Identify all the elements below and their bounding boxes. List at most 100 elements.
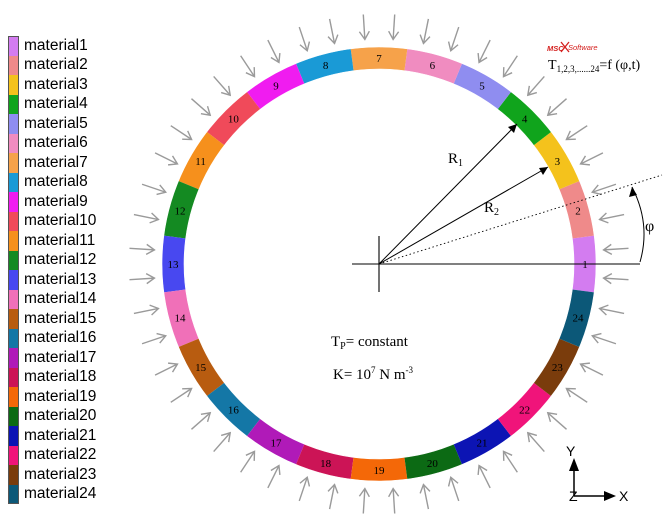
pressure-arrow (213, 431, 232, 452)
ring-segment-label: 23 (552, 362, 564, 374)
pressure-arrow (267, 464, 281, 489)
legend-label: material19 (24, 387, 97, 405)
pressure-arrow (590, 332, 617, 345)
legend-item: material24 (8, 484, 168, 504)
legend-item: material14 (8, 289, 168, 309)
legend-label: material22 (24, 446, 97, 464)
legend-item: material5 (8, 114, 168, 134)
legend-label: material12 (24, 251, 97, 269)
pressure-arrow (602, 273, 629, 285)
legend-swatch (8, 133, 19, 153)
axis-z-label: Z (569, 488, 578, 504)
ring-segment (453, 418, 512, 465)
legend-item: material23 (8, 465, 168, 485)
ring-segment (533, 338, 580, 397)
legend-swatch (8, 289, 19, 309)
ring-segment (404, 48, 463, 84)
legend-swatch (8, 426, 19, 446)
pressure-arrow (590, 183, 617, 196)
pressure-arrow (598, 212, 625, 224)
legend-item: material21 (8, 426, 168, 446)
legend-swatch (8, 465, 19, 485)
legend-label: material11 (24, 231, 96, 249)
ring-segment (163, 180, 199, 239)
pressure-arrow (191, 411, 212, 430)
msc-software-logo: MSC Software (547, 41, 598, 53)
legend-swatch (8, 211, 19, 231)
pressure-arrow (129, 273, 156, 285)
radius-r2-arrowhead (539, 167, 548, 175)
legend-swatch (8, 328, 19, 348)
ring-segment-label: 6 (430, 60, 436, 72)
tp-constant-label: TP= constant (331, 334, 409, 352)
pressure-arrow (327, 18, 339, 45)
axis-y-label: Y (566, 443, 576, 459)
legend-label: material2 (24, 56, 88, 74)
legend-swatch (8, 387, 19, 407)
legend-label: material24 (24, 485, 97, 503)
pressure-arrow (447, 475, 460, 502)
pressure-arrow (240, 450, 256, 473)
r1-label: R1 (448, 151, 463, 169)
legend-item: material10 (8, 211, 168, 231)
ring-segment (206, 382, 261, 437)
pressure-arrow (546, 411, 567, 430)
ring-segment (497, 382, 552, 437)
legend-label: material6 (24, 134, 88, 152)
legend-swatch (8, 445, 19, 465)
ring-segment-label: 19 (374, 465, 386, 477)
legend-item: material20 (8, 406, 168, 426)
ring-segment (350, 457, 408, 481)
pressure-arrow (129, 243, 156, 255)
pressure-arrow (419, 18, 431, 45)
pressure-arrow (546, 98, 567, 117)
legend-swatch (8, 484, 19, 504)
ring-segment-label: 20 (427, 458, 439, 470)
legend-item: material2 (8, 55, 168, 75)
ring-segment (246, 418, 305, 465)
phi-angle-arc (631, 186, 645, 263)
legend-item: material16 (8, 328, 168, 348)
legend-label: material16 (24, 329, 97, 347)
legend-swatch (8, 172, 19, 192)
legend-label: material3 (24, 75, 88, 93)
ring-segment-label: 21 (477, 437, 488, 449)
phi-arc-arrowhead (629, 187, 637, 197)
legend-item: material9 (8, 192, 168, 212)
legend-swatch (8, 270, 19, 290)
pressure-arrow (170, 125, 193, 141)
axis-x-label: X (619, 488, 629, 504)
pressure-arrow (154, 152, 179, 166)
ring-segment (246, 63, 305, 110)
legend-label: material1 (24, 36, 88, 54)
pressure-arrow (419, 483, 431, 510)
ring-segment-label: 2 (575, 206, 581, 218)
ring-segment (178, 338, 225, 397)
ring-segment-label: 3 (555, 156, 561, 168)
pressure-arrow (565, 125, 588, 141)
ring-segment (295, 48, 354, 84)
ring-segment-label: 24 (572, 312, 584, 324)
legend-item: material19 (8, 387, 168, 407)
ring-segment (453, 63, 512, 110)
ring-segment-label: 18 (320, 458, 332, 470)
ring-segment-label: 13 (168, 259, 180, 271)
coordinate-triad: Y Z X (566, 443, 629, 504)
legend-label: material20 (24, 407, 97, 425)
legend-label: material17 (24, 348, 97, 366)
ring-segment-label: 10 (228, 113, 240, 125)
pressure-arrow (526, 76, 545, 97)
ring-segment-label: 17 (271, 437, 283, 449)
legend-swatch (8, 36, 19, 56)
ring-segment-label: 15 (195, 362, 207, 374)
ring-segment (206, 91, 261, 146)
legend-swatch (8, 114, 19, 134)
pressure-arrow (327, 483, 339, 510)
ring-segment-label: 14 (175, 312, 187, 324)
pressure-arrow (191, 98, 212, 117)
legend-swatch (8, 153, 19, 173)
pressure-arrow (358, 14, 370, 41)
pressure-arrow (170, 387, 193, 403)
pressure-arrow (141, 332, 168, 345)
